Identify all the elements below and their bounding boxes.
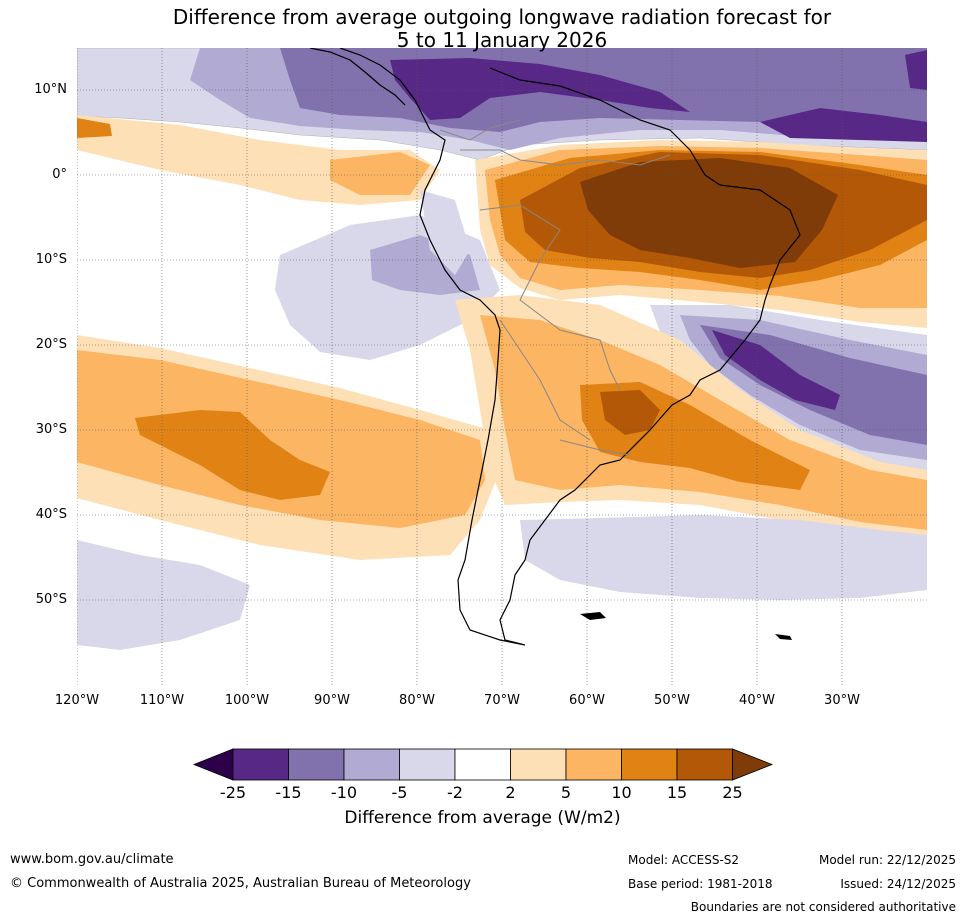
longitude-label: 90°W [314,693,350,708]
latitude-label: 20°S [35,337,67,352]
latitude-label: 30°S [35,422,67,437]
falkland-islands [580,612,606,620]
central-america-coastline [309,48,406,106]
colorbar-segment [454,748,511,781]
south-georgia [775,634,792,640]
colorbar-tick-label: -15 [275,783,302,802]
colorbar-segment [232,748,289,781]
model-text: Model: ACCESS-S2 [628,853,740,867]
anomaly-pos5-equator [330,152,430,195]
anomaly-pos5-south-pacific [77,350,485,528]
map-title-line1: Difference from average outgoing longwav… [172,5,832,29]
country-boundaries [439,119,671,456]
colorbar-segment [343,748,400,781]
colorbar-segment [676,748,733,781]
latitude-label: 10°N [34,82,67,97]
base-period-text: Base period: 1981-2018 [628,877,773,891]
colorbar-tick-label: -10 [330,783,358,802]
longitude-label: 50°W [654,693,690,708]
colorbar-tick-label: 25 [722,783,743,802]
colorbar-label: Difference from average (W/m2) [344,808,621,828]
longitude-label: 60°W [569,693,605,708]
anomaly-neg25-north [390,58,690,120]
colorbar-tick-label: -2 [447,783,463,802]
south-america-coastline [339,48,801,646]
graticule [77,48,927,685]
map-title-line2: 5 to 11 January 2026 [396,28,608,52]
anomaly-pos10-south-pacific [135,410,330,500]
anomaly-pos10-east-pacific [77,118,112,138]
anomaly-pos15-la-plata [600,390,660,435]
anomaly-pos25-amazon [580,158,838,268]
latitude-label: 40°S [35,507,67,522]
longitude-label: 110°W [139,693,185,708]
colorbar-segment [399,748,456,781]
colorbar-segment [565,748,622,781]
colorbar-segment [288,748,345,781]
longitude-label: 40°W [739,693,775,708]
colorbar-tick-label: 5 [560,783,572,802]
model-run-text: Model run: 22/12/2025 [818,853,956,867]
issued-text: Issued: 24/12/2025 [840,877,956,891]
colorbar-segment [510,748,567,781]
longitude-label: 30°W [824,693,860,708]
latitude-label: 50°S [35,592,67,607]
anomaly-neg5-southern-pacific [77,540,250,650]
anomaly-neg25-corner [905,50,927,90]
anomaly-neg5-southern-atlantic [520,515,927,600]
map-title: Difference from average outgoing longwav… [77,6,927,52]
copyright-text: © Commonwealth of Australia 2025, Austra… [10,876,471,891]
latitude-label: 10°S [35,252,67,267]
colorbar-over-arrow [732,748,774,781]
colorbar-tick-label: 2 [505,783,516,802]
anomaly-neg5-chile-coast [420,190,470,275]
longitude-label: 70°W [484,693,520,708]
website-link[interactable]: www.bom.gov.au/climate [10,852,174,867]
longitude-label: 80°W [399,693,435,708]
longitude-label: 120°W [54,693,100,708]
boundaries-note: Boundaries are not considered authoritat… [690,900,956,914]
longitude-label: 100°W [224,693,270,708]
colorbar-under-arrow [192,748,234,781]
colorbar-tick-label: 10 [611,783,632,802]
colorbar-tick-label: 15 [666,783,688,802]
colorbar-tick-label: -5 [391,783,408,802]
colorbar [192,748,774,781]
anomaly-neg25-south-atlantic [712,330,840,410]
colorbar-tick-label: -25 [219,783,247,802]
anomaly-neg25-ne [760,108,927,142]
colorbar-segment [621,748,678,781]
latitude-label: 0° [52,167,67,182]
